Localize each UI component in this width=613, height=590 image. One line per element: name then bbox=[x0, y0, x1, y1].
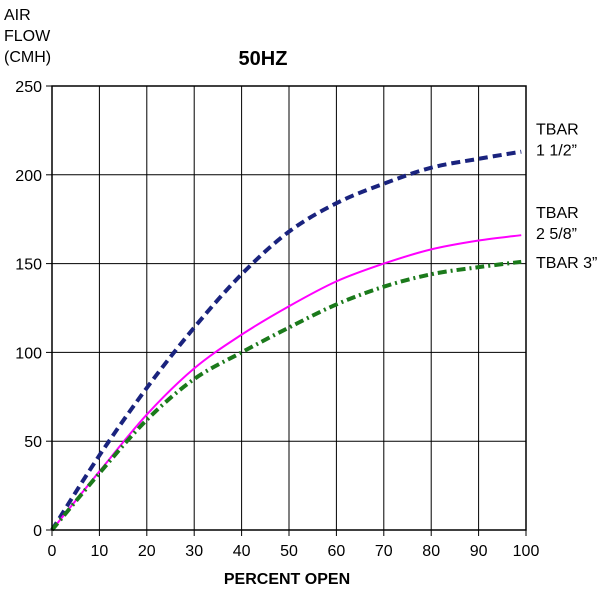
x-tick-label: 90 bbox=[470, 543, 488, 560]
y-tick-label: 0 bbox=[33, 523, 42, 540]
x-tick-label: 80 bbox=[422, 543, 440, 560]
x-tick-label: 70 bbox=[375, 543, 393, 560]
y-tick-label: 250 bbox=[15, 79, 42, 96]
series-labels: TBAR 1 1/2” TBAR 2 5/8” TBAR 3” bbox=[536, 122, 597, 272]
series-line-1 bbox=[51, 234, 522, 531]
tick-labels: 0 10 20 30 40 50 60 70 80 90 100 0 50 100 150 200 250 bbox=[15, 79, 539, 560]
x-tick-label: 30 bbox=[185, 543, 203, 560]
x-tick-label: 20 bbox=[138, 543, 156, 560]
series-label-1: 2 5/8” bbox=[536, 226, 577, 243]
grid bbox=[51, 85, 527, 531]
series-group bbox=[50, 149, 522, 532]
x-tick-label: 50 bbox=[280, 543, 298, 560]
y-tick-label: 150 bbox=[15, 257, 42, 274]
x-tick-label: 100 bbox=[513, 543, 540, 560]
y-axis-label-line-2: FLOW bbox=[4, 28, 51, 45]
y-tick-label: 100 bbox=[15, 345, 42, 362]
chart-title: 50HZ bbox=[239, 48, 288, 70]
x-tick-label: 40 bbox=[233, 543, 251, 560]
series-label-1: TBAR bbox=[536, 205, 579, 222]
x-tick-label: 0 bbox=[48, 543, 57, 560]
y-tick-label: 50 bbox=[24, 434, 42, 451]
series-label-2: TBAR 3” bbox=[536, 255, 597, 272]
series-line-0 bbox=[50, 149, 522, 532]
series-label-0: 1 1/2” bbox=[536, 143, 577, 160]
x-tick-label: 60 bbox=[328, 543, 346, 560]
y-tick-label: 200 bbox=[15, 168, 42, 185]
y-axis-label-line-1: AIR bbox=[4, 7, 31, 24]
y-axis-label-line-3: (CMH) bbox=[4, 49, 51, 66]
x-axis-label: PERCENT OPEN bbox=[224, 571, 350, 588]
series-label-0: TBAR bbox=[536, 122, 579, 139]
series-line-2 bbox=[50, 259, 522, 532]
x-tick-label: 10 bbox=[91, 543, 109, 560]
